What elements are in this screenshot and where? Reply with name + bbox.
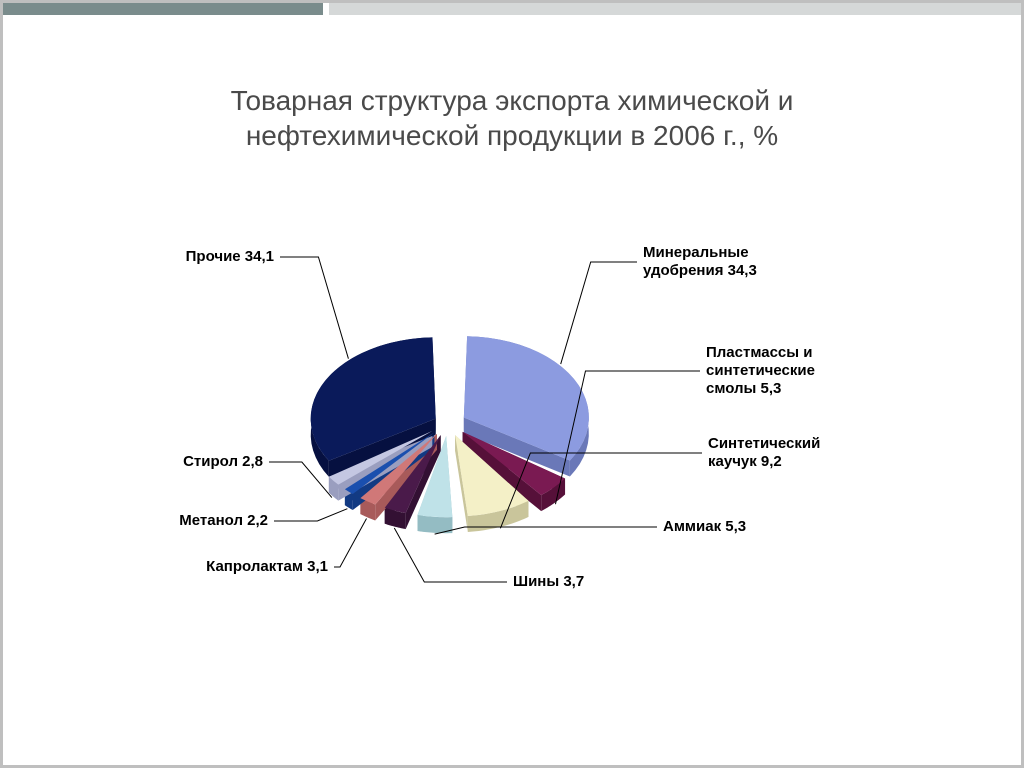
pie-leader-other (280, 257, 348, 359)
slide: Товарная структура экспорта химической и… (0, 0, 1024, 768)
accent-right (329, 3, 1021, 15)
pie-leader-methanol (274, 509, 347, 521)
accent-left (3, 3, 323, 15)
pie-label-rubber: Синтетическийкаучук 9,2 (708, 435, 878, 471)
pie-leader-caprolactam (334, 519, 367, 567)
pie-label-other: Прочие 34,1 (144, 248, 274, 266)
pie-label-plastics: Пластмассы исинтетическиесмолы 5,3 (706, 344, 876, 398)
export-structure-pie-chart: Минеральныеудобрения 34,3 Пластмассы исин… (88, 228, 938, 668)
title-line-2: нефтехимической продукции в 2006 г., % (246, 120, 778, 151)
pie-slice-side-ammonia (418, 515, 453, 533)
pie-leader-mineral_fertilizers (561, 262, 637, 364)
pie-label-tires: Шины 3,7 (513, 573, 633, 591)
pie-label-mineral_fertilizers: Минеральныеудобрения 34,3 (643, 244, 793, 280)
pie-label-caprolactam: Капролактам 3,1 (178, 558, 328, 576)
pie-label-styrene: Стирол 2,8 (143, 453, 263, 471)
slide-top-accent (3, 3, 1021, 31)
slide-title: Товарная структура экспорта химической и… (3, 83, 1021, 153)
pie-label-methanol: Метанол 2,2 (138, 512, 268, 530)
pie-leader-tires (394, 528, 507, 582)
pie-label-ammonia: Аммиак 5,3 (663, 518, 813, 536)
title-line-1: Товарная структура экспорта химической и (231, 85, 794, 116)
